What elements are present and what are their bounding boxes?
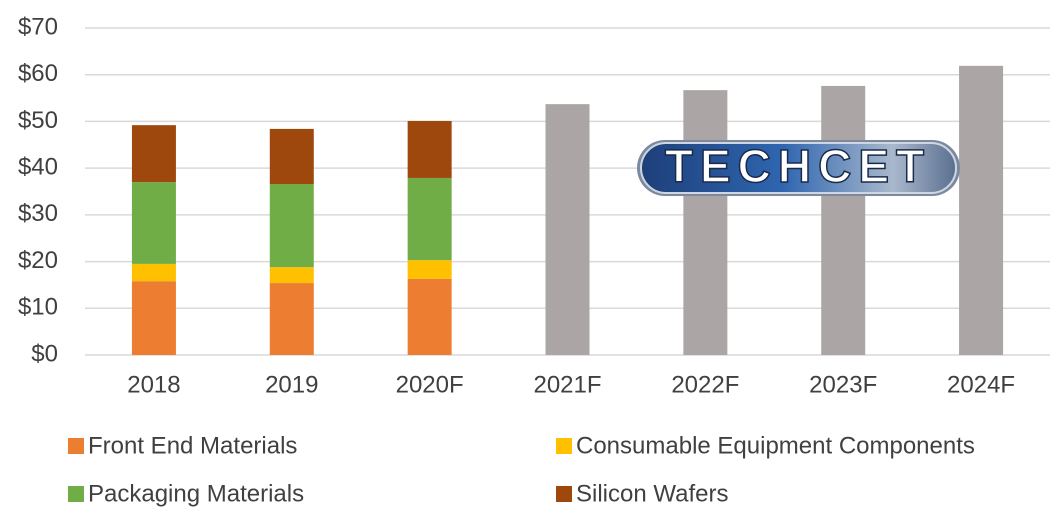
x-tick-label: 2018 [127,371,180,398]
bar-segment [407,278,452,355]
bar-segment [269,283,314,355]
x-tick-label: 2023F [809,371,877,398]
logo-badge [640,142,957,194]
y-tick-label: $20 [18,247,58,274]
x-tick-label: 2020F [396,371,464,398]
x-tick-label: 2024F [947,371,1015,398]
y-tick-label: $70 [18,13,58,40]
logo: TECHCET [637,139,960,196]
bar-segment [821,85,866,355]
bar-segment [131,125,176,183]
x-tick-label: 2022F [671,371,739,398]
bar-segment [131,263,176,282]
legend-label: Silicon Wafers [576,480,728,507]
bar-segment [131,182,176,264]
y-tick-label: $50 [18,107,58,134]
bar-segment [269,267,314,284]
legend-swatch [556,438,572,454]
legend-swatch [68,486,84,502]
plot-area: $0 $10 $20 $30 $40 $50 $60 $70 2018 2019 2020F 2021… [18,13,1050,398]
y-tick-label: $0 [31,340,58,367]
bar-segment [269,184,314,268]
bar-segment [131,281,176,355]
bar-segment [545,104,590,355]
y-tick-label: $60 [18,60,58,87]
y-tick-label: $40 [18,153,58,180]
logo-text: TECHCET [665,140,931,192]
x-tick-label: 2021F [533,371,601,398]
legend-swatch [68,438,84,454]
y-tick-label: $30 [18,200,58,227]
bar-segment [407,177,452,261]
bar-segment [407,260,452,279]
legend-label: Front End Materials [88,432,297,459]
bar-segment [269,128,314,185]
bar-segment [683,90,728,355]
bar-segment [959,65,1004,356]
bar-segment [407,120,452,178]
y-tick-label: $10 [18,294,58,321]
legend-label: Consumable Equipment Components [576,432,975,459]
legend-label: Packaging Materials [88,480,304,507]
x-tick-label: 2019 [265,371,318,398]
legend-swatch [556,486,572,502]
